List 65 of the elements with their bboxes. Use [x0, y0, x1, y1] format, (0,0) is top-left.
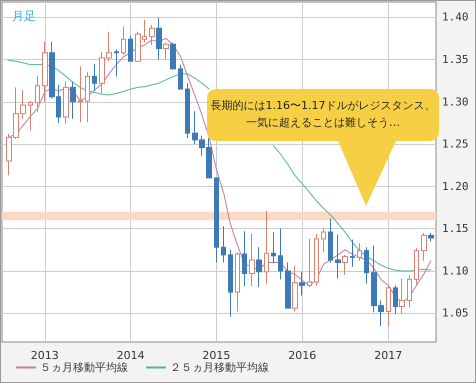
- x-tick-label: 2017: [374, 349, 402, 362]
- candlestick: [214, 177, 219, 263]
- y-tick-label: 1.15: [442, 222, 468, 236]
- candlestick: [178, 64, 183, 90]
- candlestick: [28, 100, 33, 132]
- candlestick: [228, 249, 233, 318]
- candlestick: [328, 218, 333, 263]
- candlestick: [170, 42, 176, 70]
- candlestick: [92, 63, 97, 92]
- x-tick-label: 2015: [202, 349, 230, 362]
- candlestick: [235, 252, 240, 312]
- candlestick: [350, 239, 355, 268]
- y-tick-label: 1.40: [442, 10, 468, 24]
- y-tick-label: 1.20: [442, 180, 468, 193]
- candlestick: [242, 230, 247, 287]
- candlestick: [114, 48, 119, 77]
- candlestick: [70, 81, 76, 120]
- candlestick: [407, 274, 412, 308]
- candlestick: [256, 246, 262, 288]
- candlestick: [364, 246, 369, 284]
- candlestick: [428, 232, 434, 242]
- legend-label: ２５ヵ月移動平均線: [170, 361, 269, 374]
- candlestick: [399, 278, 405, 315]
- candlestick: [414, 248, 419, 285]
- candlestick: [163, 42, 169, 60]
- candlestick: [307, 238, 312, 288]
- candlestick: [386, 284, 391, 328]
- legend-label: ５ヵ月移動平均線: [40, 361, 128, 374]
- y-tick-label: 1.25: [442, 138, 468, 151]
- x-tick-label: 2014: [116, 349, 145, 362]
- candlestick: [156, 18, 162, 60]
- line-series: [8, 38, 432, 303]
- candlestick: [357, 242, 362, 262]
- candlestick: [421, 232, 427, 262]
- candlestick: [264, 210, 269, 284]
- candlestick: [285, 262, 291, 309]
- candlestick: [128, 35, 133, 62]
- y-tick-label: 1.35: [442, 53, 468, 66]
- x-tick-label: 2016: [288, 349, 316, 362]
- candlestick: [249, 233, 255, 287]
- candlestick: [299, 271, 305, 296]
- candlestick: [78, 66, 83, 123]
- y-tick-label: 1.10: [442, 264, 468, 278]
- candlestick: [335, 234, 341, 280]
- x-tick-label: 2013: [30, 349, 59, 362]
- candlestick: [63, 81, 69, 124]
- candlestick: [221, 226, 226, 263]
- candlestick: [393, 284, 398, 315]
- candlestick: [85, 72, 90, 123]
- candlestick: [314, 233, 319, 287]
- annotation: 一気に超えることは難しそう…: [245, 115, 401, 131]
- candlestick: [278, 228, 283, 280]
- candlestick: [271, 232, 276, 264]
- annotation: 長期的には1.16〜1.17ドルがレジスタンス、: [210, 98, 436, 114]
- candlestick: [185, 82, 190, 139]
- candlestick: [342, 254, 348, 276]
- y-tick-label: 1.30: [442, 95, 468, 108]
- candlestick: [121, 26, 126, 56]
- candlestick: [35, 75, 40, 112]
- candlestick: [292, 265, 298, 312]
- candlestick: [321, 228, 326, 253]
- candlestick: [42, 41, 48, 102]
- text: 月足: [12, 9, 36, 23]
- y-tick-label: 1.05: [442, 306, 468, 320]
- candlestick: [149, 24, 155, 46]
